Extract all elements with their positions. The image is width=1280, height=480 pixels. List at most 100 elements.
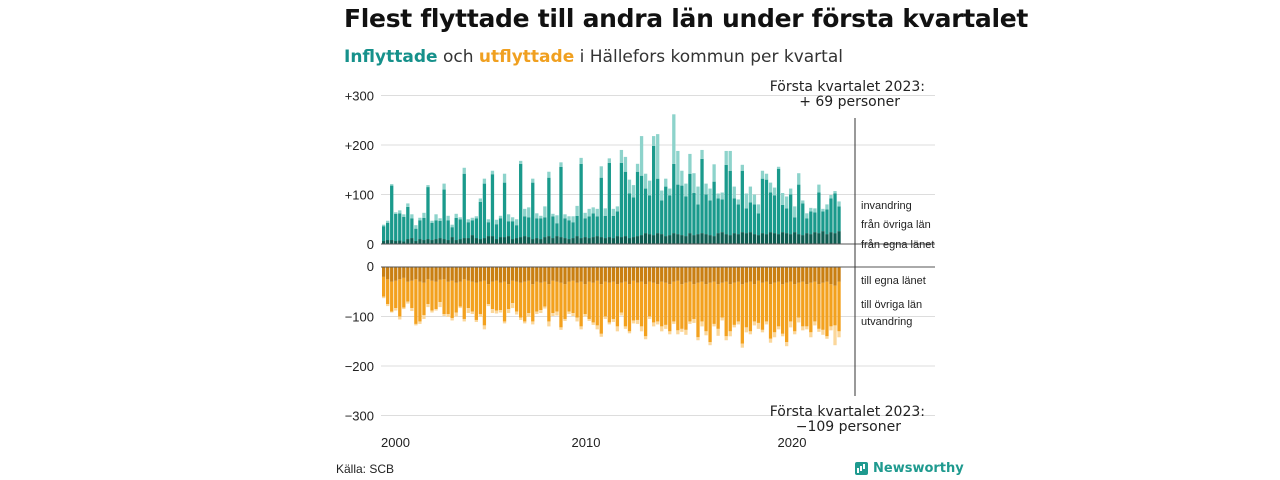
bar-in-other bbox=[821, 211, 825, 232]
bar-out-other bbox=[527, 280, 531, 314]
bar-in-own bbox=[744, 233, 748, 244]
bar-in-own bbox=[615, 236, 620, 244]
legend-label-in-other: från övriga län bbox=[861, 219, 931, 231]
bar-out-emigration bbox=[603, 316, 607, 319]
bar-out-own bbox=[837, 267, 841, 282]
bar-in-own bbox=[736, 234, 740, 244]
bar-in-other bbox=[760, 178, 765, 234]
bar-out-own bbox=[466, 267, 470, 281]
bar-in-immigration bbox=[450, 224, 454, 228]
bar-in-immigration bbox=[506, 214, 511, 222]
bar-in-other bbox=[680, 185, 684, 236]
bar-out-emigration bbox=[587, 318, 591, 321]
bar-out-own bbox=[728, 267, 732, 285]
bar-in-immigration bbox=[583, 212, 587, 219]
bar-in-own bbox=[502, 237, 507, 244]
bar-out-own bbox=[724, 267, 728, 282]
bar-out-own bbox=[555, 267, 559, 282]
bar-out-other bbox=[764, 281, 769, 322]
bar-in-other bbox=[615, 211, 620, 237]
bar-in-immigration bbox=[789, 188, 793, 195]
bar-out-own bbox=[382, 267, 386, 277]
bar-in-own bbox=[571, 238, 575, 244]
bar-out-other bbox=[398, 279, 402, 317]
bar-out-emigration bbox=[579, 326, 583, 330]
bar-in-other bbox=[801, 203, 805, 236]
bar-out-other bbox=[615, 284, 620, 327]
bar-in-immigration bbox=[426, 185, 430, 188]
bar-out-emigration bbox=[466, 308, 470, 314]
bar-out-emigration bbox=[454, 312, 458, 317]
bar-in-own bbox=[688, 233, 692, 244]
bar-in-other bbox=[587, 216, 591, 239]
bar-in-other bbox=[498, 218, 503, 238]
bar-out-own bbox=[591, 267, 595, 283]
bar-in-own bbox=[470, 235, 474, 244]
bar-out-emigration bbox=[748, 331, 753, 335]
bar-out-own bbox=[531, 267, 535, 285]
y-tick-label: −300 bbox=[345, 409, 374, 424]
bar-out-other bbox=[684, 282, 688, 330]
bar-in-other bbox=[454, 217, 458, 241]
bar-out-other bbox=[402, 277, 406, 308]
bar-in-own bbox=[752, 234, 757, 244]
bar-out-emigration bbox=[386, 304, 390, 307]
bar-in-immigration bbox=[619, 149, 624, 163]
bar-in-own bbox=[619, 237, 624, 244]
bar-out-other bbox=[607, 282, 611, 323]
bar-in-immigration bbox=[551, 213, 555, 217]
bar-out-other bbox=[772, 282, 777, 333]
bar-out-emigration bbox=[559, 327, 563, 330]
bar-in-immigration bbox=[527, 207, 531, 218]
bar-in-own bbox=[583, 237, 587, 244]
bar-out-own bbox=[494, 267, 499, 281]
bar-in-other bbox=[809, 211, 813, 235]
bar-in-other bbox=[837, 206, 841, 232]
bar-in-own bbox=[789, 234, 793, 244]
bar-out-emigration bbox=[478, 314, 483, 317]
bar-in-own bbox=[684, 236, 688, 244]
bar-out-emigration bbox=[821, 329, 825, 335]
legend-label-immigration: invandring bbox=[861, 200, 912, 212]
bar-out-own bbox=[559, 267, 563, 283]
bar-in-immigration bbox=[462, 167, 466, 174]
bar-in-immigration bbox=[776, 166, 781, 169]
bar-out-emigration bbox=[615, 326, 620, 332]
bar-out-other bbox=[450, 280, 454, 318]
bar-out-other bbox=[482, 280, 487, 326]
bar-out-emigration bbox=[382, 296, 386, 299]
bar-in-immigration bbox=[768, 182, 773, 193]
bar-out-own bbox=[434, 267, 438, 282]
bar-out-own bbox=[478, 267, 483, 282]
bar-in-other bbox=[458, 219, 462, 240]
bar-in-other bbox=[543, 217, 547, 238]
bar-out-other bbox=[817, 284, 821, 329]
bar-out-emigration bbox=[736, 321, 740, 325]
bar-out-other bbox=[414, 279, 418, 324]
bar-in-other bbox=[506, 221, 511, 237]
bar-in-other bbox=[623, 171, 628, 237]
y-tick-label: 0 bbox=[367, 259, 374, 274]
bar-in-own bbox=[676, 234, 680, 244]
bar-out-own bbox=[793, 267, 797, 285]
bar-out-other bbox=[591, 282, 595, 323]
bar-out-emigration bbox=[676, 330, 680, 335]
bar-out-emigration bbox=[450, 317, 454, 321]
bar-in-immigration bbox=[752, 194, 757, 205]
y-tick-label: 0 bbox=[367, 237, 374, 252]
bar-in-own bbox=[805, 233, 809, 244]
bar-out-own bbox=[809, 267, 813, 283]
bar-out-emigration bbox=[394, 308, 398, 311]
bar-in-own bbox=[643, 233, 648, 244]
bar-in-other bbox=[563, 218, 567, 239]
bar-in-other bbox=[474, 218, 478, 239]
bar-in-own bbox=[672, 233, 676, 244]
bar-in-other bbox=[446, 220, 450, 241]
bar-in-other bbox=[672, 163, 676, 234]
bar-out-emigration bbox=[434, 309, 438, 311]
bar-in-other bbox=[652, 145, 656, 236]
bar-out-own bbox=[575, 267, 579, 283]
bar-in-immigration bbox=[829, 194, 833, 199]
bar-out-own bbox=[752, 267, 757, 285]
y-tick-label: +100 bbox=[345, 188, 374, 203]
